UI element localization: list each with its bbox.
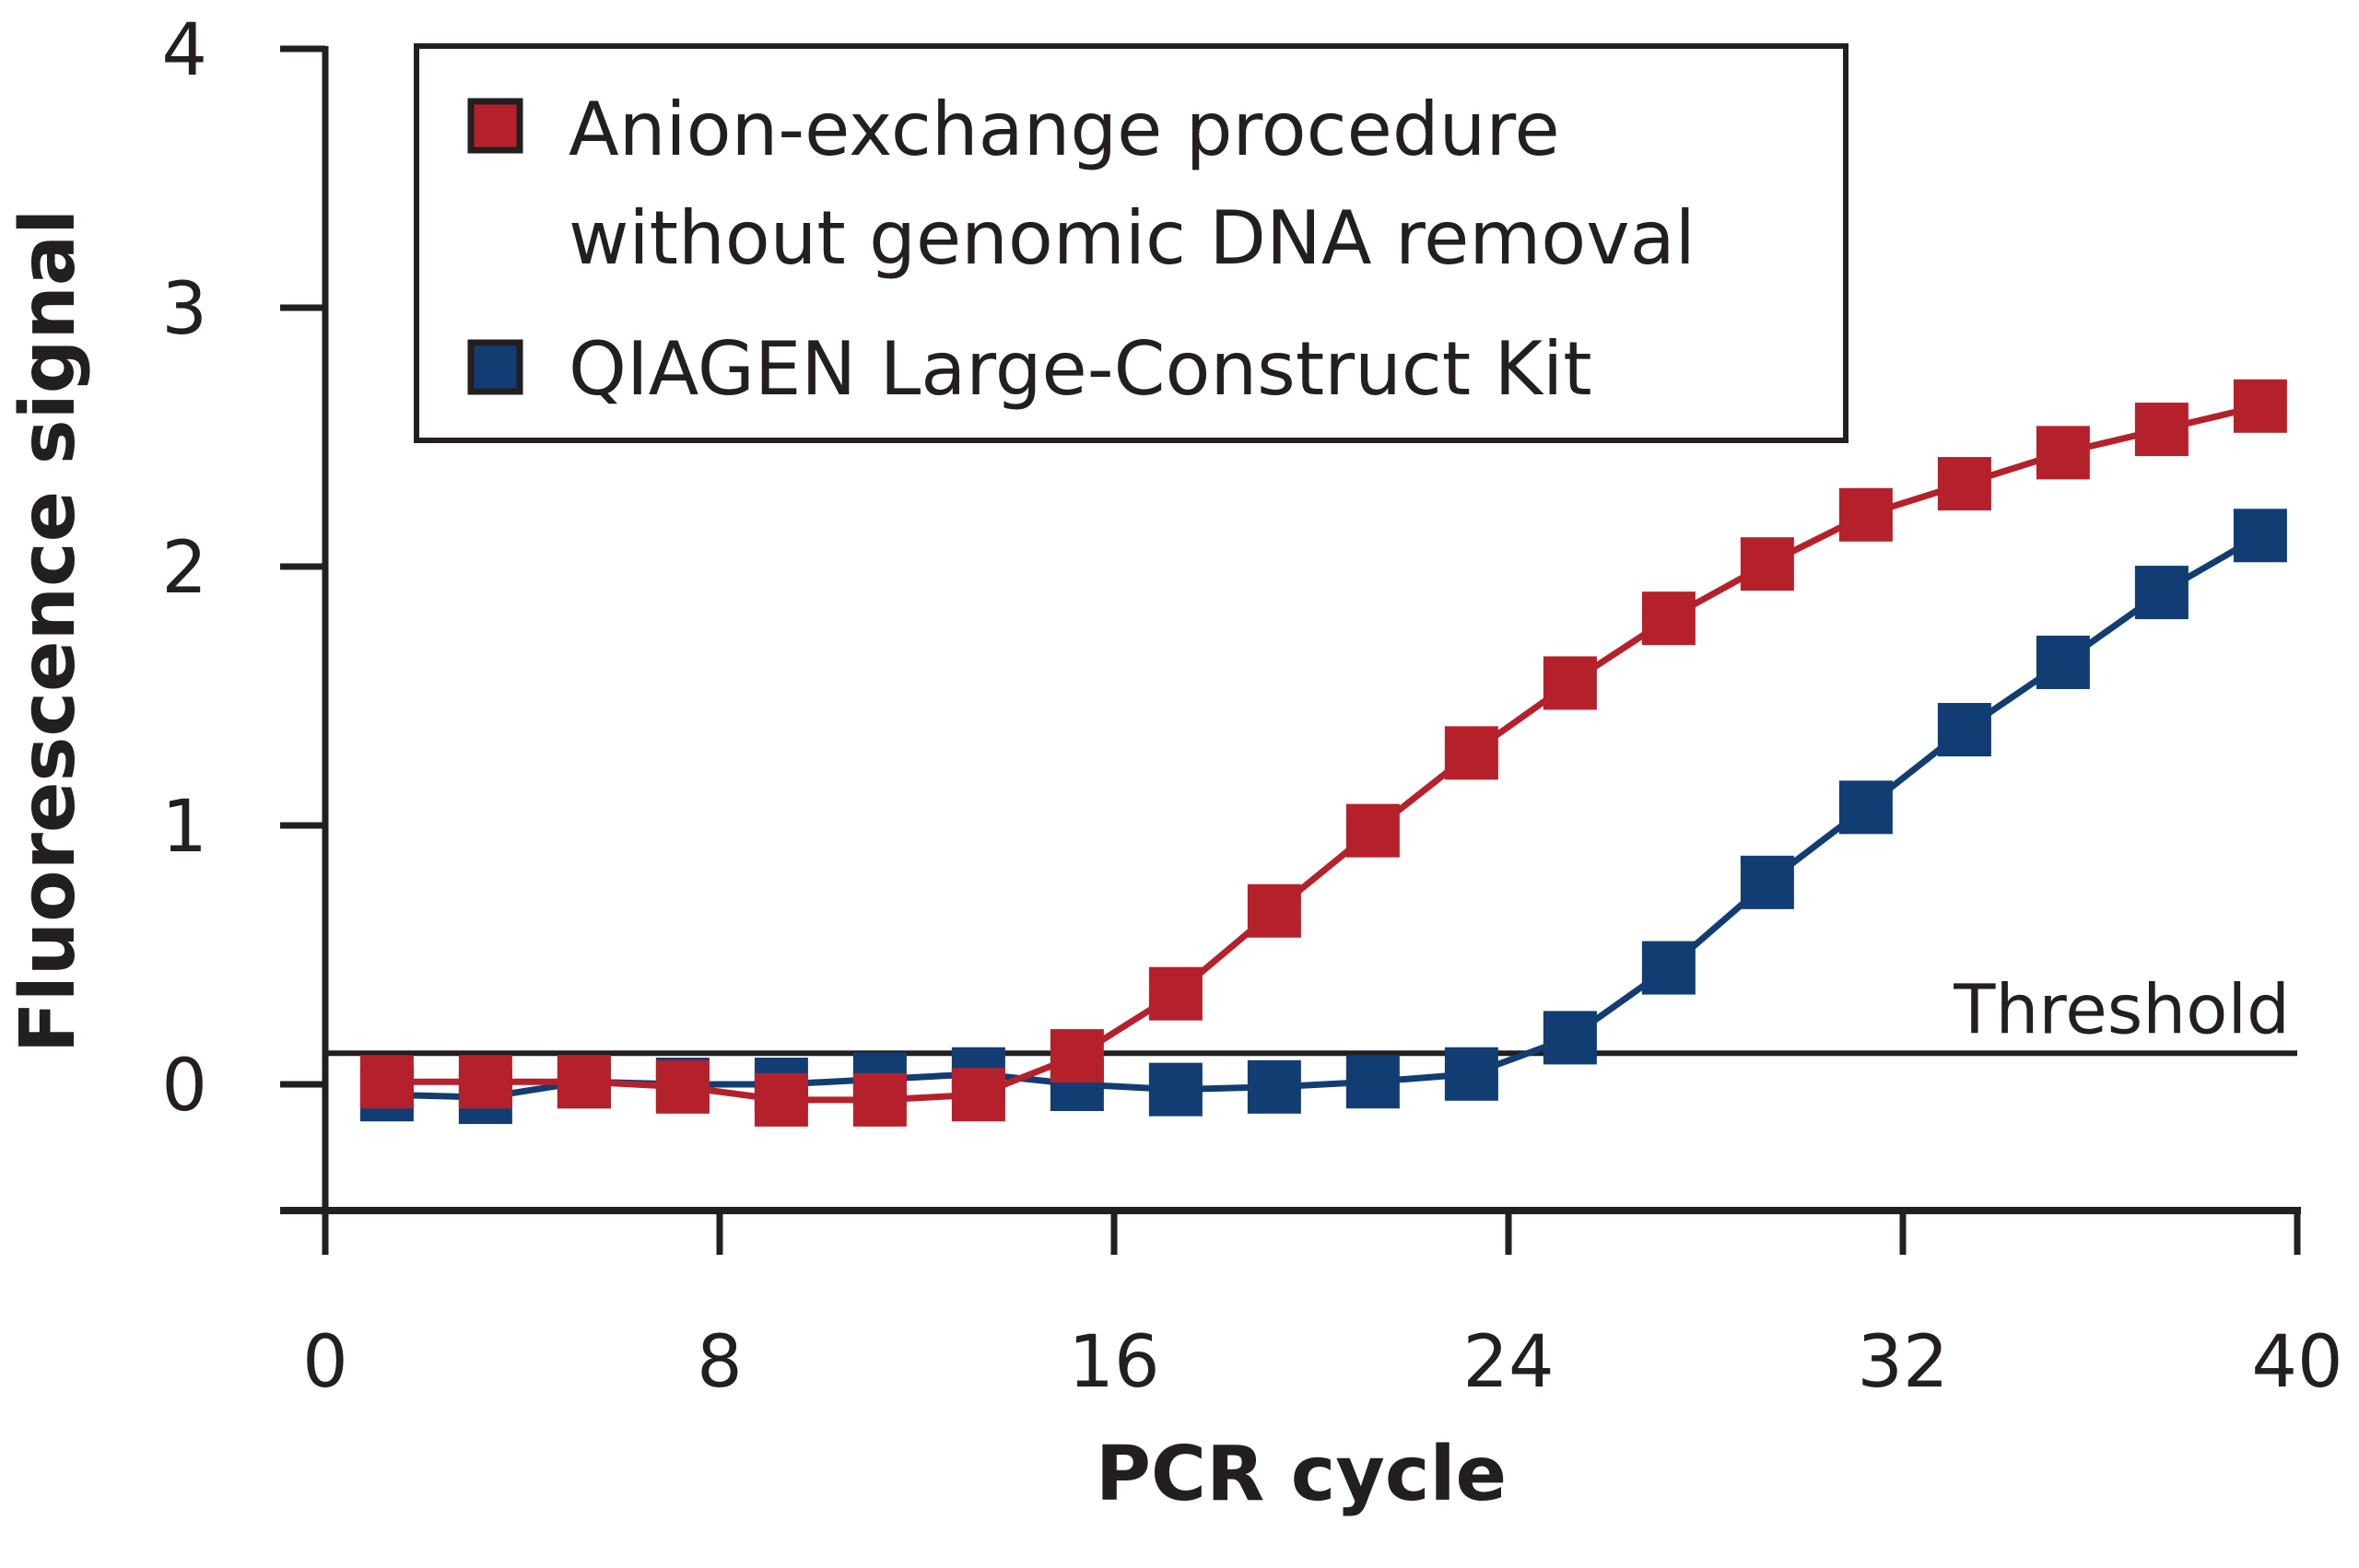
data-point-qiagen	[1148, 1062, 1203, 1117]
data-point-qiagen	[2134, 566, 2189, 620]
data-point-anion-exchange	[1937, 457, 1991, 511]
y-tick-label-4: 4	[161, 9, 207, 92]
data-point-anion-exchange	[1345, 803, 1400, 858]
threshold-label: Threshold	[1953, 970, 2290, 1049]
data-point-anion-exchange	[1838, 487, 1893, 542]
data-point-anion-exchange	[1247, 883, 1301, 938]
y-ticks: 0 1 2 3 4	[161, 9, 325, 1214]
y-tick-label-3: 3	[161, 268, 207, 351]
x-ticks: 0 8 16 24 32 40	[302, 1211, 2343, 1404]
threshold: Threshold	[325, 970, 2297, 1057]
y-tick-label-1: 1	[161, 786, 207, 869]
data-point-anion-exchange	[1740, 537, 1794, 591]
data-point-qiagen	[2233, 509, 2287, 563]
x-tick-label-16: 16	[1068, 1321, 1159, 1404]
legend-label-qiagen: QIAGEN Large-Construct Kit	[569, 326, 1592, 412]
y-axis: 0 1 2 3 4	[161, 9, 329, 1255]
legend-box	[414, 43, 1848, 443]
x-tick-label-32: 32	[1857, 1321, 1948, 1404]
legend-swatch-anion-exchange	[467, 98, 523, 154]
data-point-qiagen	[1740, 855, 1794, 909]
x-tick-label-8: 8	[697, 1321, 743, 1404]
data-point-anion-exchange	[951, 1068, 1005, 1122]
data-point-qiagen	[1444, 1047, 1498, 1101]
data-point-anion-exchange	[557, 1055, 611, 1109]
legend-label-anion-exchange-line2: without genomic DNA removal	[569, 195, 1696, 281]
x-axis-title: PCR cycle	[1096, 1431, 1507, 1518]
data-point-anion-exchange	[2134, 403, 2189, 457]
data-point-anion-exchange	[1543, 656, 1597, 710]
x-tick-label-24: 24	[1462, 1321, 1554, 1404]
data-point-qiagen	[1345, 1055, 1400, 1109]
data-point-anion-exchange	[2036, 426, 2090, 480]
series-layer	[359, 379, 2287, 1127]
data-point-qiagen	[1641, 941, 1696, 995]
x-axis: 0 8 16 24 32 40	[280, 1207, 2343, 1404]
data-point-anion-exchange	[655, 1059, 710, 1114]
data-point-qiagen	[1838, 780, 1893, 835]
data-point-anion-exchange	[1641, 591, 1696, 646]
y-tick-label-0: 0	[161, 1045, 207, 1128]
data-point-qiagen	[1247, 1059, 1301, 1114]
data-point-qiagen	[1543, 1011, 1597, 1065]
data-point-anion-exchange	[1050, 1029, 1104, 1083]
data-point-anion-exchange	[1148, 966, 1203, 1021]
data-point-anion-exchange	[458, 1055, 512, 1109]
data-point-qiagen	[2036, 635, 2090, 689]
y-axis-title: Fluorescence signal	[5, 209, 92, 1054]
x-tick-label-40: 40	[2251, 1321, 2342, 1404]
legend-swatch-qiagen	[467, 339, 523, 395]
data-point-qiagen	[1937, 703, 1991, 757]
data-point-anion-exchange	[2233, 379, 2287, 433]
data-point-anion-exchange	[1444, 726, 1498, 780]
data-point-anion-exchange	[754, 1072, 808, 1127]
data-point-anion-exchange	[359, 1055, 414, 1109]
legend-label-anion-exchange-line1: Anion-exchange procedure	[569, 87, 1560, 172]
x-tick-label-0: 0	[302, 1321, 348, 1404]
legend: Anion-exchange procedure without genomic…	[414, 43, 1848, 443]
series-anion-exchange	[359, 379, 2287, 1127]
data-point-anion-exchange	[852, 1072, 907, 1127]
y-tick-label-2: 2	[161, 527, 207, 610]
